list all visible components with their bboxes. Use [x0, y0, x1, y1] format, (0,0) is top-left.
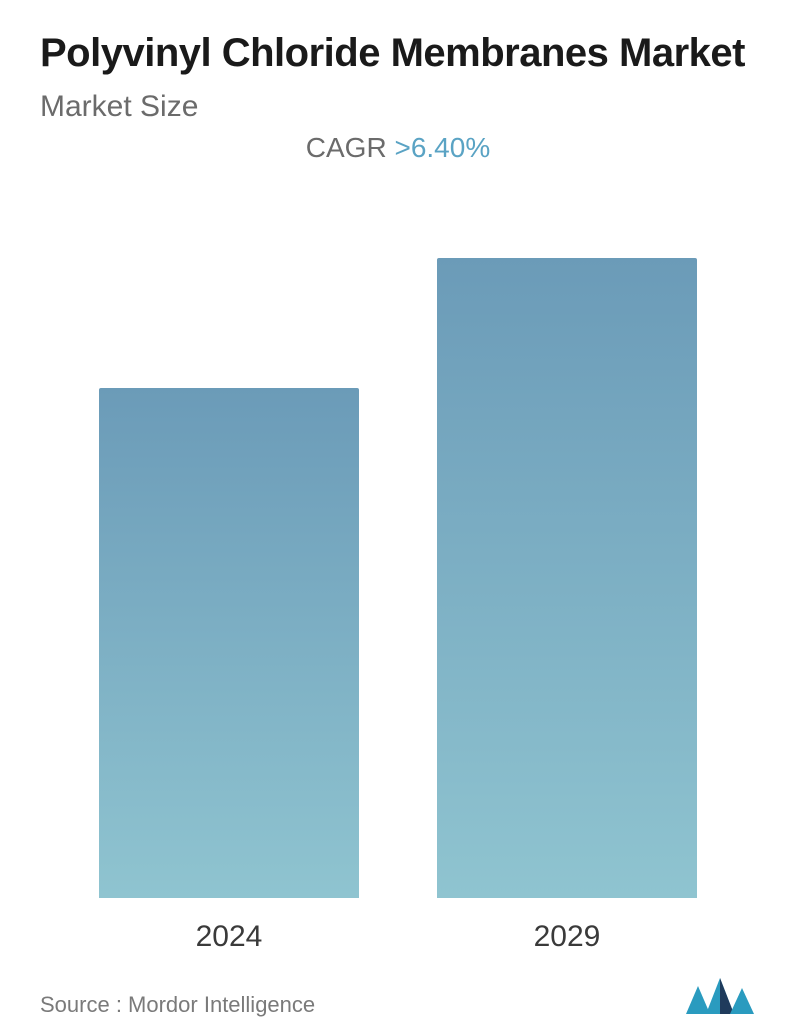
bar-label-0: 2024	[196, 920, 263, 954]
cagr-label: CAGR	[306, 132, 395, 163]
source-text: Source : Mordor Intelligence	[40, 992, 315, 1018]
chart-subtitle: Market Size	[40, 90, 756, 124]
chart-container: Polyvinyl Chloride Membranes Market Mark…	[0, 0, 796, 1034]
brand-logo-icon	[684, 974, 756, 1018]
bar-0	[99, 388, 359, 898]
bar-group-1: 2029	[398, 214, 736, 954]
cagr-row: CAGR >6.40%	[40, 132, 756, 164]
chart-title: Polyvinyl Chloride Membranes Market	[40, 28, 756, 78]
footer: Source : Mordor Intelligence	[40, 954, 756, 1034]
cagr-value: >6.40%	[394, 132, 490, 163]
bar-1	[437, 258, 697, 898]
bar-label-1: 2029	[534, 920, 601, 954]
chart-area: 2024 2029	[40, 174, 756, 954]
bar-group-0: 2024	[60, 214, 398, 954]
